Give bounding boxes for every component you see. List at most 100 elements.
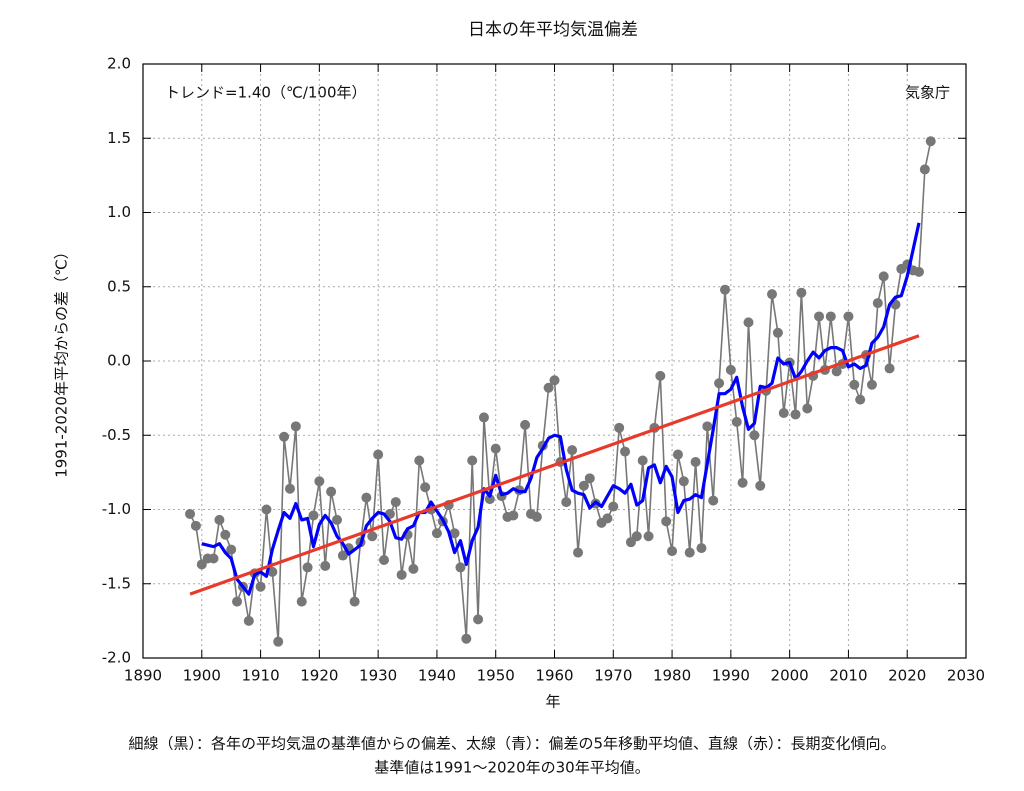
data-point — [279, 431, 290, 442]
data-point — [643, 531, 654, 542]
x-tick-label: 1990 — [712, 667, 750, 685]
data-point — [190, 520, 201, 531]
x-tick-label: 1890 — [124, 667, 162, 685]
data-point — [573, 547, 584, 558]
data-point — [414, 455, 425, 466]
data-point — [678, 476, 689, 487]
data-point — [396, 569, 407, 580]
chart-title: 日本の年平均気温偏差 — [468, 20, 638, 40]
data-point — [690, 456, 701, 467]
data-point — [614, 422, 625, 433]
y-tick-label: -0.5 — [102, 426, 131, 444]
data-point — [284, 483, 295, 494]
y-tick-label: 1.0 — [107, 203, 131, 221]
caption: 基準値は1991〜2020年の30年平均値。 — [374, 759, 649, 777]
data-point — [637, 455, 648, 466]
data-point — [814, 311, 825, 322]
data-point — [919, 164, 930, 175]
data-point — [831, 366, 842, 377]
y-tick-label: 2.0 — [107, 55, 131, 73]
data-point — [767, 289, 778, 300]
data-point — [326, 486, 337, 497]
data-point — [302, 562, 313, 573]
data-point — [684, 547, 695, 558]
data-point — [708, 495, 719, 506]
data-point — [702, 421, 713, 432]
x-tick-label: 1920 — [300, 667, 338, 685]
data-point — [661, 516, 672, 527]
x-axis-label: 年 — [545, 693, 560, 711]
data-point — [719, 284, 730, 295]
data-point — [420, 482, 431, 493]
data-point — [255, 581, 266, 592]
data-point — [508, 510, 519, 521]
data-point — [273, 636, 284, 647]
source-annotation: 気象庁 — [905, 84, 950, 102]
data-point — [655, 370, 666, 381]
plot-frame — [142, 63, 967, 659]
data-point — [631, 531, 642, 542]
data-point — [373, 449, 384, 460]
data-point — [866, 379, 877, 390]
data-point — [696, 543, 707, 554]
data-point — [367, 531, 378, 542]
data-point — [602, 513, 613, 524]
x-tick-label: 2000 — [771, 667, 809, 685]
data-point — [290, 421, 301, 432]
data-point — [531, 511, 542, 522]
data-point — [561, 497, 572, 508]
data-point — [473, 614, 484, 625]
data-point — [349, 596, 360, 607]
data-point — [620, 446, 631, 457]
series-line — [189, 141, 932, 643]
data-point — [884, 363, 895, 374]
x-tick-label: 2010 — [829, 667, 867, 685]
data-point — [467, 455, 478, 466]
x-tick-label: 2030 — [947, 667, 985, 685]
data-point — [226, 544, 237, 555]
data-point — [296, 596, 307, 607]
x-tick-label: 2020 — [888, 667, 926, 685]
data-point — [390, 497, 401, 508]
data-point — [714, 378, 725, 389]
data-point — [261, 504, 272, 515]
data-point — [455, 562, 466, 573]
x-tick-label: 1970 — [594, 667, 632, 685]
y-tick-label: -1.5 — [102, 574, 131, 592]
x-tick-label: 1960 — [535, 667, 573, 685]
x-tick-label: 1910 — [241, 667, 279, 685]
data-point — [755, 480, 766, 491]
data-point — [849, 379, 860, 390]
data-point — [214, 514, 225, 525]
data-point — [778, 407, 789, 418]
data-point — [749, 430, 760, 441]
data-point — [772, 327, 783, 338]
y-tick-label: -2.0 — [102, 649, 131, 667]
caption: 細線（黒）：各年の平均気温の基準値からの偏差、太線（青）：偏差の5年移動平均値、… — [128, 735, 895, 753]
data-point — [802, 403, 813, 414]
data-point — [567, 445, 578, 456]
data-point — [308, 510, 319, 521]
data-point — [361, 492, 372, 503]
x-tick-label: 1900 — [183, 667, 221, 685]
data-point — [267, 566, 278, 577]
data-point — [925, 136, 936, 147]
data-point — [549, 375, 560, 386]
data-point — [825, 311, 836, 322]
data-point — [484, 494, 495, 505]
data-point — [667, 546, 678, 557]
y-tick-label: 0.0 — [107, 352, 131, 370]
trend-annotation: トレンド=1.40（℃/100年） — [165, 84, 367, 102]
data-point — [449, 528, 460, 539]
data-point — [314, 476, 325, 487]
data-point — [185, 508, 196, 519]
x-tick-label: 1940 — [418, 667, 456, 685]
data-point — [461, 633, 472, 644]
data-point — [796, 287, 807, 298]
data-point — [878, 271, 889, 282]
series-line — [201, 222, 921, 596]
data-point — [843, 311, 854, 322]
data-point — [584, 473, 595, 484]
data-point — [608, 501, 619, 512]
